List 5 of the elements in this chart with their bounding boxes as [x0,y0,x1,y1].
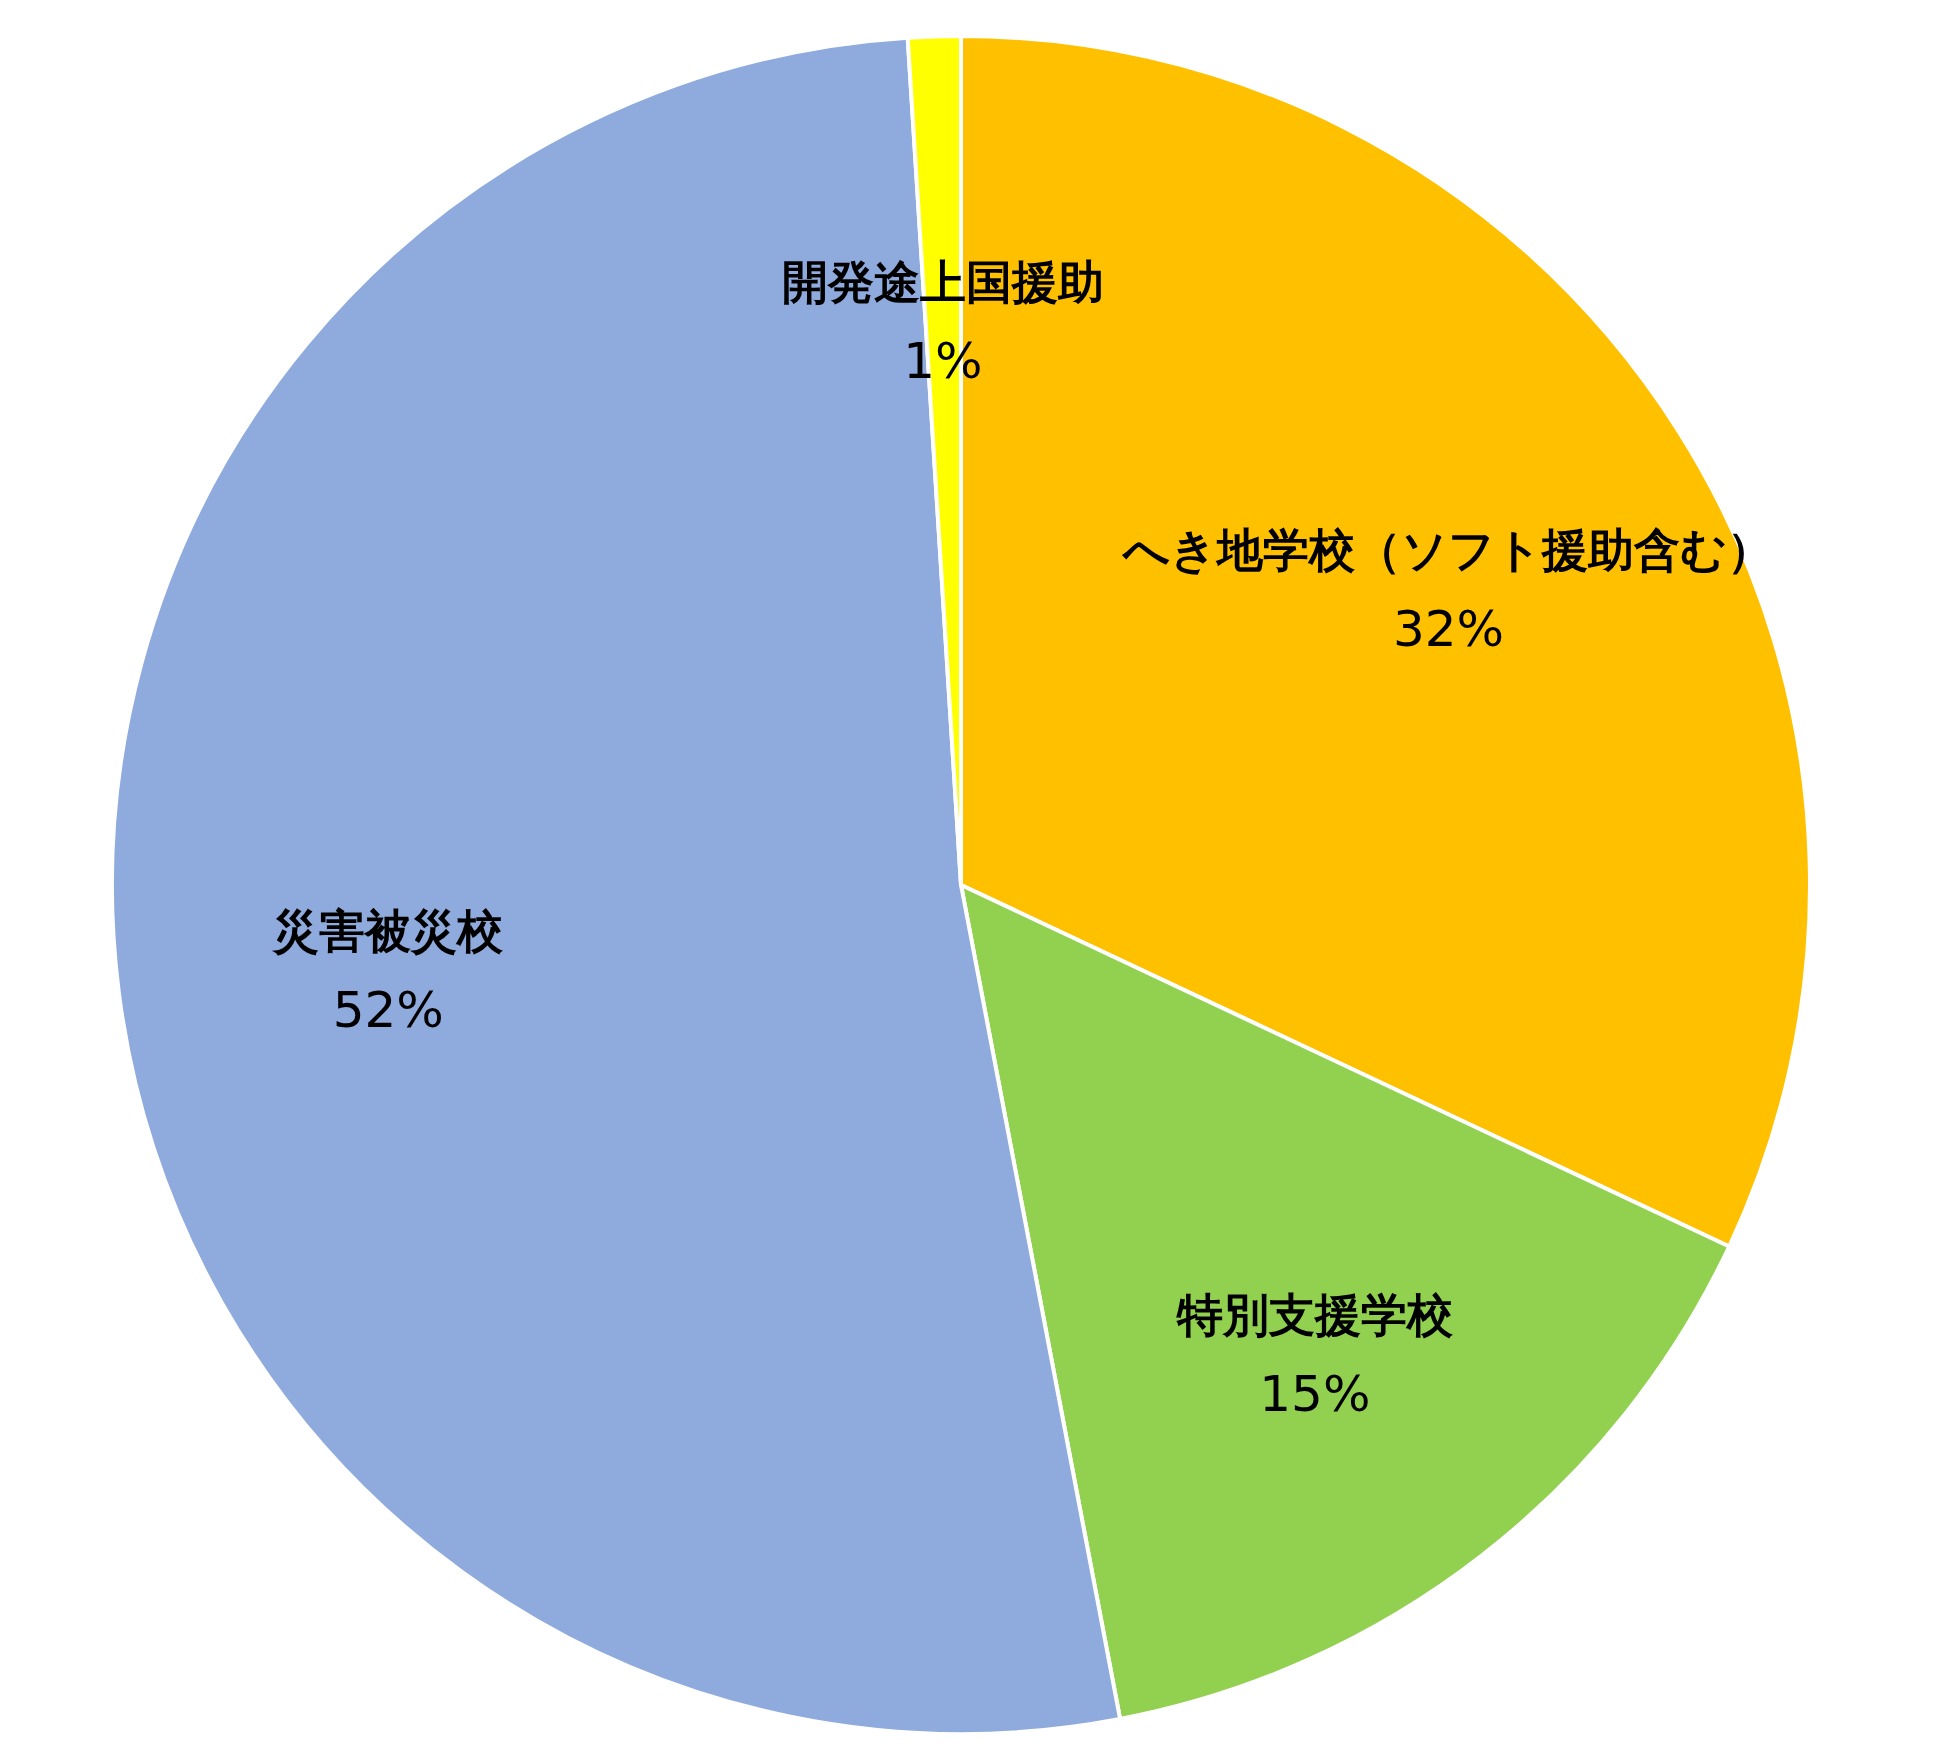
slice-label: 災害被災校 [271,904,505,959]
slice-label: 特別支援学校 [1175,1288,1454,1343]
data-label: 32% [1392,599,1505,658]
data-label: 15% [1259,1365,1371,1424]
data-label: 52% [332,981,444,1040]
